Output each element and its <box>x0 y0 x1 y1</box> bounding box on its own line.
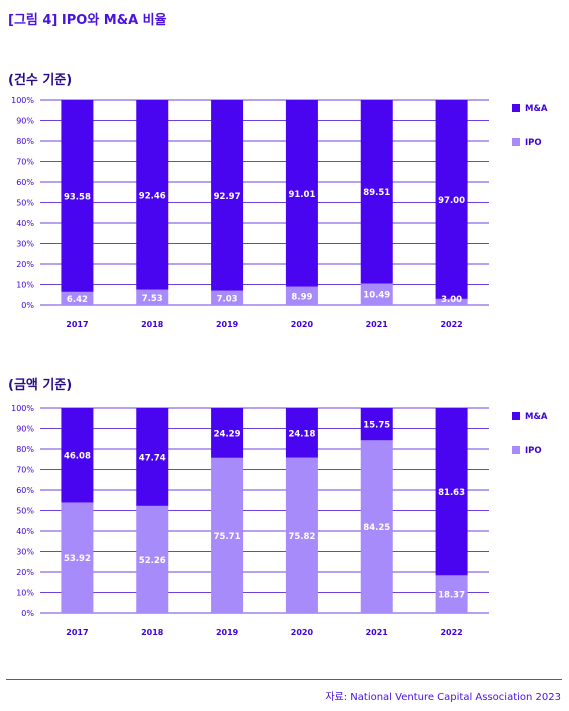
bar-ma <box>285 408 318 458</box>
bar-ma <box>435 100 468 299</box>
bar-ipo <box>285 457 318 613</box>
data-label-ma: 97.00 <box>438 196 465 206</box>
bar-ipo <box>360 440 393 613</box>
y-tick-label: 40% <box>16 527 34 536</box>
stacked-bar-chart-count: 0% 10% 20% 30% 40% 50% 60% 70% 80% 90% 100% 6.42 93.… <box>11 96 548 329</box>
legend-ipo-swatch <box>512 446 520 454</box>
data-label-ipo: 84.25 <box>363 523 390 533</box>
divider-line <box>6 679 562 680</box>
bar-ipo <box>211 290 244 305</box>
y-tick-label: 40% <box>16 219 34 228</box>
x-tick-label: 2022 <box>440 320 462 329</box>
data-label-ma: 92.97 <box>214 192 241 202</box>
bar-ma <box>136 100 169 290</box>
legend-ma-swatch <box>512 104 520 112</box>
data-label-ipo: 52.26 <box>139 556 166 566</box>
y-tick-label: 100% <box>11 404 34 413</box>
x-tick-label: 2021 <box>366 320 389 329</box>
y-tick-label: 50% <box>16 507 34 516</box>
data-label-ipo: 10.49 <box>363 291 390 301</box>
data-label-ma: 91.01 <box>288 190 315 200</box>
x-tick-label: 2021 <box>366 628 389 637</box>
x-tick-label: 2017 <box>66 320 88 329</box>
data-label-ipo: 7.03 <box>217 294 238 304</box>
bar-ma <box>285 100 318 287</box>
x-tick-label: 2022 <box>440 628 462 637</box>
legend-ma-swatch <box>512 412 520 420</box>
bar-ipo <box>435 298 468 305</box>
data-label-ipo: 18.37 <box>438 591 465 601</box>
y-tick-label: 20% <box>16 568 34 577</box>
x-tick-label: 2017 <box>66 628 88 637</box>
data-label-ipo: 6.42 <box>67 295 88 305</box>
y-tick-label: 80% <box>16 137 34 146</box>
data-label-ma: 92.46 <box>139 191 166 201</box>
y-tick-label: 0% <box>21 609 34 618</box>
y-tick-label: 90% <box>16 117 34 126</box>
bar-ipo <box>285 286 318 305</box>
data-label-ma: 89.51 <box>363 188 390 198</box>
x-tick-label: 2020 <box>291 628 314 637</box>
x-tick-label: 2019 <box>216 320 239 329</box>
bar-ma <box>360 408 393 441</box>
data-label-ma: 24.29 <box>214 429 241 439</box>
data-label-ma: 15.75 <box>363 421 390 431</box>
data-label-ma: 47.74 <box>139 453 166 463</box>
x-tick-label: 2020 <box>291 320 314 329</box>
y-tick-label: 60% <box>16 486 34 495</box>
y-tick-label: 90% <box>16 425 34 434</box>
y-tick-label: 10% <box>16 589 34 598</box>
bar-ipo <box>61 502 94 613</box>
data-label-ipo: 3.00 <box>441 295 462 305</box>
bar-ipo <box>61 291 94 305</box>
chart-subtitle-count: (건수 기준) <box>8 73 73 88</box>
legend-ma-label: M&A <box>525 104 548 114</box>
y-tick-label: 80% <box>16 445 34 454</box>
data-label-ipo: 7.53 <box>142 294 163 304</box>
x-tick-label: 2018 <box>141 628 164 637</box>
y-tick-label: 0% <box>21 301 34 310</box>
y-tick-label: 100% <box>11 96 34 105</box>
bar-ma <box>211 408 244 458</box>
y-tick-label: 70% <box>16 466 34 475</box>
bar-ma <box>136 408 169 506</box>
bar-ipo <box>360 283 393 305</box>
bar-ipo <box>211 457 244 613</box>
data-label-ipo: 8.99 <box>291 292 312 302</box>
legend-ipo-label: IPO <box>525 138 542 148</box>
data-label-ipo: 75.71 <box>214 532 241 542</box>
data-label-ma: 93.58 <box>64 192 91 202</box>
x-tick-label: 2018 <box>141 320 164 329</box>
bar-ma <box>435 408 468 576</box>
y-tick-label: 50% <box>16 199 34 208</box>
legend-ma-label: M&A <box>525 412 548 422</box>
bar-ma <box>360 100 393 284</box>
bar-ma <box>211 100 244 291</box>
y-tick-label: 10% <box>16 281 34 290</box>
chart-subtitle-amount: (금액 기준) <box>8 378 73 393</box>
y-tick-label: 30% <box>16 240 34 249</box>
data-label-ma: 46.08 <box>64 452 91 462</box>
stacked-bar-chart-amount: 0% 10% 20% 30% 40% 50% 60% 70% 80% 90% 100% 53.92 46… <box>11 404 548 637</box>
data-label-ma: 24.18 <box>288 429 315 439</box>
legend-ipo-label: IPO <box>525 446 542 456</box>
legend-ipo-swatch <box>512 138 520 146</box>
bar-ipo <box>136 505 169 613</box>
data-label-ma: 81.63 <box>438 488 465 498</box>
figure-title: [그림 4] IPO와 M&A 비율 <box>8 13 167 28</box>
bar-ipo <box>435 575 468 613</box>
y-tick-label: 60% <box>16 178 34 187</box>
bar-ma <box>61 408 94 503</box>
bar-ipo <box>136 289 169 305</box>
x-tick-label: 2019 <box>216 628 239 637</box>
y-tick-label: 70% <box>16 158 34 167</box>
source-note: 자료: National Venture Capital Association… <box>325 692 561 703</box>
data-label-ipo: 53.92 <box>64 554 91 564</box>
data-label-ipo: 75.82 <box>288 532 315 542</box>
bar-ma <box>61 100 94 292</box>
y-tick-label: 30% <box>16 548 34 557</box>
y-tick-label: 20% <box>16 260 34 269</box>
